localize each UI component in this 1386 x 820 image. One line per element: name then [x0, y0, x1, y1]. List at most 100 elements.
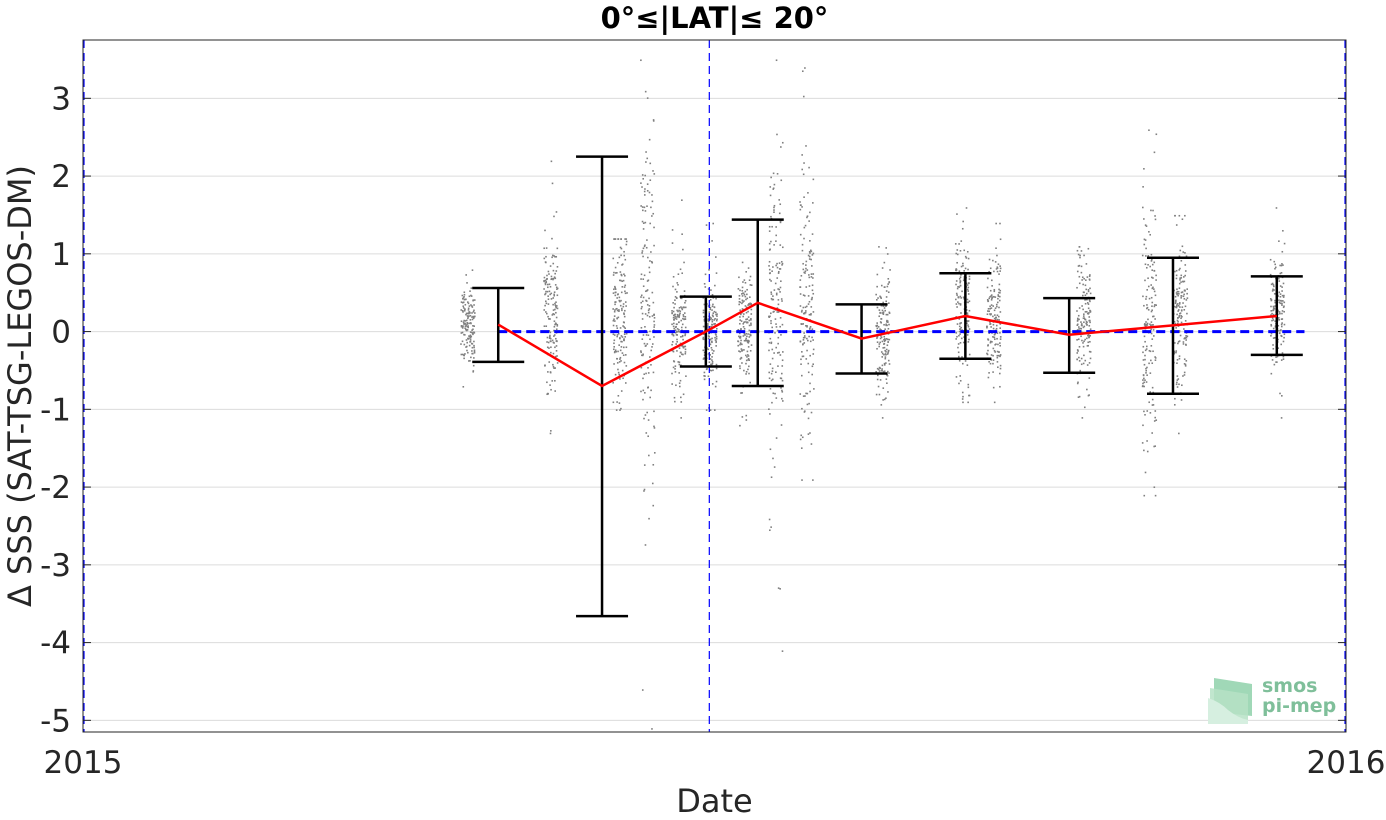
sample-point [747, 368, 749, 371]
sample-point [1184, 363, 1187, 366]
sample-point [546, 290, 549, 293]
sample-point [996, 267, 999, 269]
sample-point [460, 301, 463, 303]
sample-point [1080, 271, 1083, 274]
plot-frame [82, 39, 1347, 733]
sample-point [708, 268, 710, 271]
sample-point [994, 338, 996, 341]
sample-point [1078, 345, 1081, 348]
sample-point [876, 337, 878, 339]
sample-point [622, 279, 625, 282]
sample-point [801, 168, 804, 171]
sample-point [740, 313, 742, 316]
sample-point [1281, 395, 1283, 397]
sample-point [879, 328, 881, 330]
sample-point [679, 310, 682, 313]
sample-point [1080, 357, 1083, 360]
sample-point [810, 411, 813, 414]
sample-point [1178, 269, 1180, 271]
sample-point [769, 363, 772, 365]
sample-point [1183, 289, 1186, 292]
sample-point [808, 335, 810, 338]
sample-point [1151, 362, 1154, 365]
sample-point [473, 340, 475, 343]
sample-point [992, 371, 994, 373]
sample-point [960, 297, 963, 299]
sample-point [554, 355, 557, 358]
sample-point [543, 247, 545, 250]
sample-point [1178, 314, 1181, 317]
sample-point [472, 315, 474, 318]
sample-point [619, 358, 621, 360]
sample-point [617, 238, 620, 240]
sample-point [1274, 301, 1276, 304]
sample-point [887, 291, 890, 294]
sample-point [715, 337, 718, 340]
sample-point [750, 313, 753, 315]
sample-point [551, 237, 553, 240]
sample-point [613, 339, 616, 342]
sample-point [768, 518, 771, 521]
sample-point [999, 311, 1002, 313]
sample-point [992, 315, 994, 318]
sample-point [1151, 263, 1154, 266]
sample-point [799, 233, 802, 236]
sample-point [777, 342, 779, 345]
sample-point [992, 359, 995, 361]
sample-point [802, 312, 805, 315]
sample-point [960, 337, 963, 340]
sample-point [651, 194, 653, 196]
sample-point [801, 355, 804, 358]
sample-point [808, 166, 810, 169]
sample-point [1279, 264, 1281, 267]
sample-point [993, 401, 996, 404]
sample-point [809, 340, 812, 343]
sample-point [747, 355, 750, 357]
sample-point [471, 306, 474, 308]
sample-point [812, 479, 814, 481]
sample-point [1150, 359, 1152, 362]
sample-point [1182, 295, 1185, 298]
sample-point [617, 316, 620, 319]
sample-point [884, 328, 886, 330]
sample-point [965, 257, 968, 259]
sample-point [999, 367, 1002, 370]
sample-point [1177, 294, 1179, 297]
sample-point [887, 321, 889, 323]
sample-point [800, 358, 802, 361]
sample-point [1279, 302, 1282, 305]
sample-point [1082, 342, 1084, 344]
sample-point [881, 368, 883, 370]
sample-point [544, 261, 547, 263]
sample-point [966, 284, 969, 286]
sample-point [616, 357, 618, 360]
sample-point [465, 312, 468, 315]
sample-point [1279, 293, 1282, 295]
sample-point [1149, 372, 1152, 374]
sample-point [1153, 269, 1155, 272]
sample-point [651, 215, 653, 217]
sample-point [804, 272, 806, 274]
sample-point [745, 298, 747, 301]
sample-point [741, 295, 744, 297]
sample-point [1145, 255, 1147, 257]
sample-point [470, 294, 472, 297]
sample-point [653, 336, 655, 338]
sample-point [806, 337, 808, 340]
sample-point [1085, 279, 1087, 281]
sample-point [781, 389, 783, 392]
sample-point [1280, 417, 1283, 419]
sample-point [678, 315, 681, 317]
sample-point [961, 356, 963, 358]
sample-point [771, 367, 774, 370]
sample-point [987, 376, 990, 379]
sample-point [622, 303, 625, 305]
sample-point [674, 295, 677, 298]
sample-point [993, 317, 996, 320]
sample-point [709, 298, 712, 301]
sample-point [461, 340, 464, 343]
sample-point [1174, 342, 1176, 344]
sample-point [748, 336, 751, 338]
sample-point [998, 273, 1000, 275]
sample-point [1077, 253, 1080, 256]
